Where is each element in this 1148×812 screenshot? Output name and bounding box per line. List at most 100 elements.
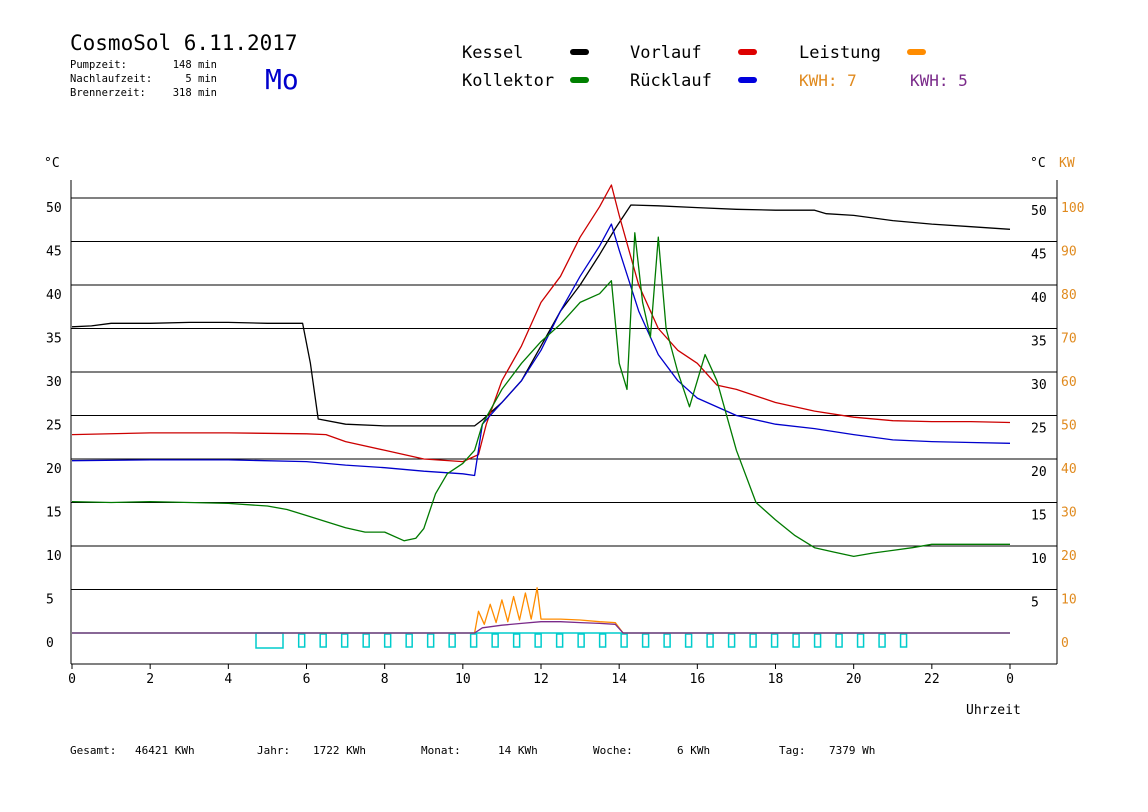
pump-box [770,633,779,648]
pump-box [512,633,521,648]
y-tick-label-kw: 100 [1061,201,1084,216]
y-tick-label-right: 5 [1031,596,1039,611]
footer-value: 46421 KWh [135,744,195,757]
series-kollektor-line [71,232,1010,558]
y-tick-label-left: 45 [46,245,62,260]
y-tick-label-right: 20 [1031,465,1047,480]
pump-box [362,633,370,648]
pump-box [383,633,392,648]
y-tick-label-left: 35 [46,332,62,347]
footer-value: 1722 KWh [313,744,366,757]
pump-box [448,633,456,648]
y-tick-label-right: 45 [1031,248,1047,263]
y-tick-label-right: 25 [1031,422,1047,437]
pump-box [835,633,843,648]
kwh-value: KWH: 7 [799,71,857,90]
y-tick-label-kw: 80 [1061,288,1077,303]
footer-label: Monat: [421,744,461,757]
pump-box [749,633,757,648]
pump-box [469,633,478,648]
x-tick-label: 0 [1006,672,1014,687]
y-tick-label-right: 15 [1031,509,1047,524]
footer-label: Jahr: [257,744,290,757]
pump-box [491,633,499,648]
x-tick-label: 8 [381,672,389,687]
y-tick-label-right: 10 [1031,552,1047,567]
x-tick-label: 20 [846,672,862,687]
y-tick-label-kw: 60 [1061,375,1077,390]
pump-box [534,633,542,648]
footer-label: Woche: [593,744,633,757]
y-tick-label-left: 25 [46,419,62,434]
legend-label: Vorlauf [630,43,702,63]
pump-box [899,633,908,648]
y-tick-label-left: 5 [46,593,54,608]
y-tick-label-kw: 50 [1061,419,1077,434]
stat-label: Nachlaufzeit: [70,73,152,85]
y-tick-label-kw: 20 [1061,549,1077,564]
pump-box [727,633,736,648]
pump-box [340,633,349,648]
y-tick-label-kw: 40 [1061,462,1077,477]
y-tick-label-kw: 30 [1061,506,1077,521]
stat-value: 148 min [173,59,217,71]
day-label: Mo [265,63,299,96]
y-tick-label-right: 50 [1031,204,1047,219]
series-ruecklauf-line [71,223,1011,477]
footer-value: 6 KWh [677,744,710,757]
y-axis-unit-kw: KW [1059,156,1075,171]
y-tick-label-left: 50 [46,201,62,216]
kwh-value: KWH: 5 [910,71,968,90]
y-tick-label-left: 15 [46,506,62,521]
pump-box [319,633,327,648]
x-tick-label: 6 [303,672,311,687]
x-tick-label: 12 [533,672,549,687]
x-tick-label: 2 [146,672,154,687]
legend-label: Rücklauf [630,71,712,91]
footer-label: Gesamt: [70,744,116,757]
pump-box [297,633,306,648]
series-leistung-line [72,587,1010,634]
y-tick-label-left: 30 [46,375,62,390]
pump-box [620,633,628,648]
legend-label: Leistung [799,43,881,63]
pump-box [255,632,284,649]
legend-label: Kollektor [462,71,554,91]
pump-box [555,633,564,648]
y-axis-unit-right: °C [1030,156,1046,171]
stat-label: Brennerzeit: [70,87,146,99]
pump-box [663,633,671,648]
y-tick-label-kw: 10 [1061,593,1077,608]
page-title: CosmoSol 6.11.2017 [70,31,298,55]
y-tick-label-kw: 90 [1061,245,1077,260]
pump-box [426,633,435,648]
footer-value: 7379 Wh [829,744,875,757]
pump-box [577,633,585,648]
x-tick-label: 14 [611,672,627,687]
x-tick-label: 22 [924,672,940,687]
pump-box [684,633,693,648]
x-tick-label: 0 [68,672,76,687]
y-tick-label-right: 30 [1031,378,1047,393]
pump-box [856,633,865,648]
pump-box [706,633,714,648]
y-axis-unit-left: °C [44,156,60,171]
stat-value: 318 min [173,87,217,99]
y-tick-label-left: 10 [46,549,62,564]
pump-box [405,633,413,648]
pump-box [792,633,800,648]
y-tick-label-kw: 0 [1061,636,1069,651]
series-kwh-line [72,621,1010,634]
stat-value: 5 min [185,73,217,85]
x-tick-label: 18 [768,672,784,687]
pump-box [598,633,607,648]
legend-label: Kessel [462,43,523,63]
series-kessel-line [71,204,1011,427]
y-tick-label-right: 35 [1031,335,1047,350]
x-tick-label: 4 [224,672,232,687]
series-vorlauf-line [71,184,1011,463]
pump-box [813,633,822,648]
x-tick-label: 10 [455,672,471,687]
